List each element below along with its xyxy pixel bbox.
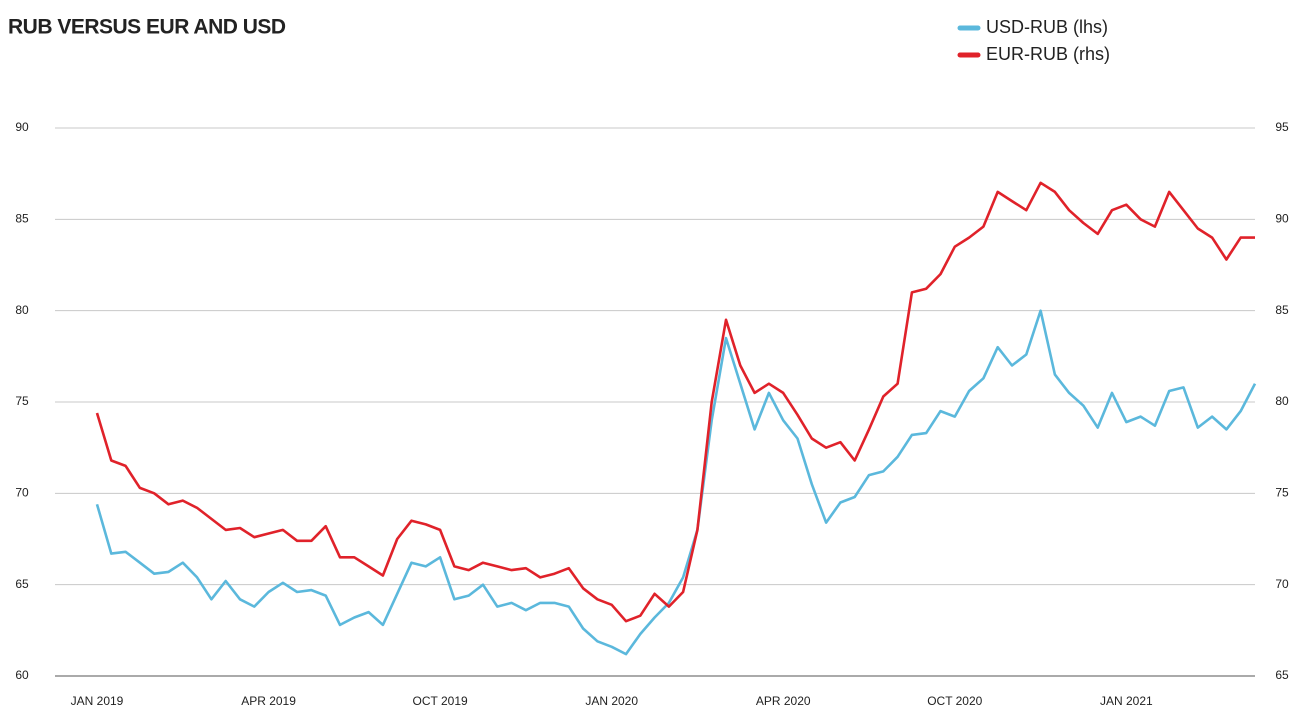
x-tick-label: JAN 2021 (1100, 694, 1153, 708)
chart-title: RUB VERSUS EUR AND USD (8, 16, 286, 39)
y-tick-label: 60 (15, 668, 29, 682)
x-tick-label: APR 2020 (756, 694, 811, 708)
y-tick-label: 90 (15, 120, 29, 134)
y-tick-label: 85 (15, 212, 29, 226)
y-tick-label: 80 (15, 303, 29, 317)
x-tick-label: JAN 2019 (71, 694, 124, 708)
y2-tick-label: 65 (1275, 668, 1289, 682)
y2-tick-label: 95 (1275, 120, 1289, 134)
y-tick-label: 75 (15, 394, 29, 408)
x-tick-label: JAN 2020 (585, 694, 638, 708)
y-tick-label: 70 (15, 486, 29, 500)
x-tick-label: OCT 2020 (927, 694, 982, 708)
y2-tick-label: 75 (1275, 486, 1289, 500)
legend-label: USD-RUB (lhs) (986, 17, 1108, 37)
line (95, 309, 1257, 656)
legend-label: EUR-RUB (rhs) (986, 44, 1110, 64)
line (95, 181, 1255, 623)
y2-tick-label: 80 (1275, 394, 1289, 408)
x-tick-label: OCT 2019 (413, 694, 468, 708)
y2-tick-label: 85 (1275, 303, 1289, 317)
y2-tick-label: 70 (1275, 577, 1289, 591)
y2-tick-label: 90 (1275, 212, 1289, 226)
x-tick-label: APR 2019 (241, 694, 296, 708)
y-tick-label: 65 (15, 577, 29, 591)
